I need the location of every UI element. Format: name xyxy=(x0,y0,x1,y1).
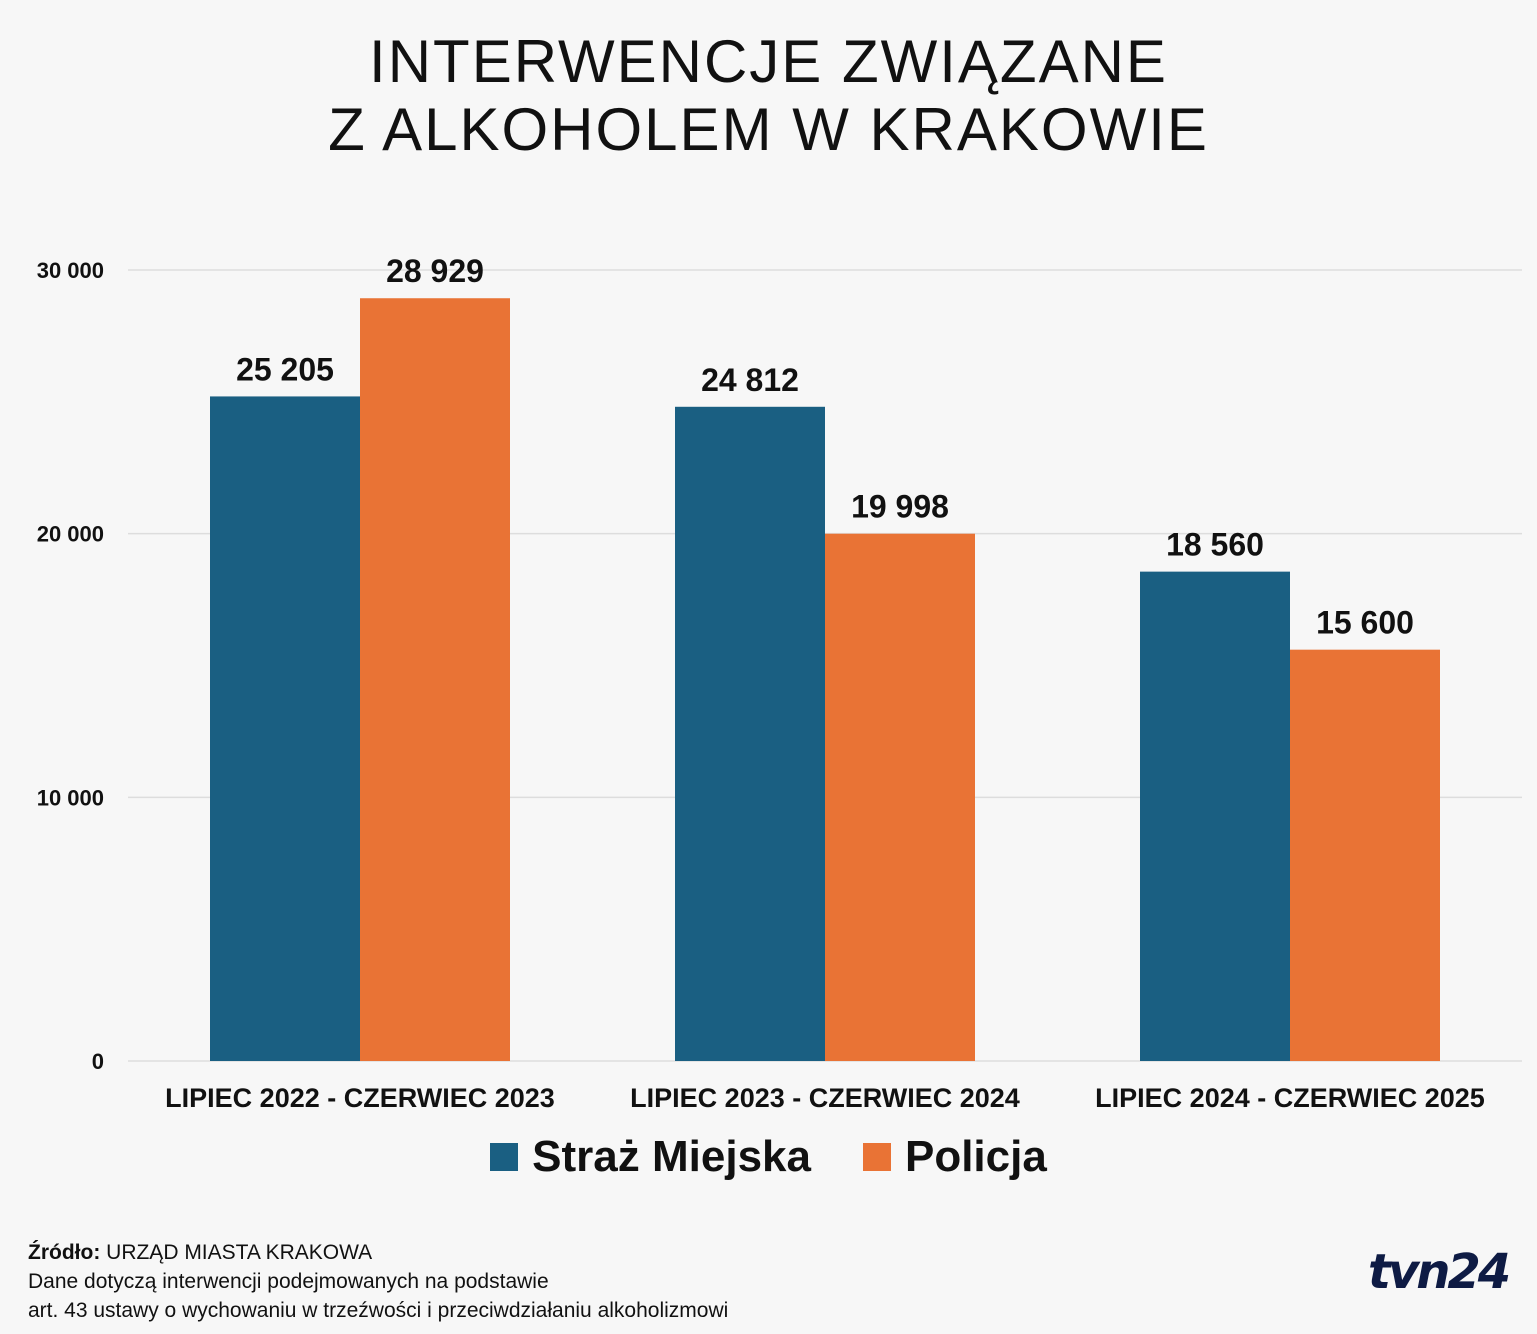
note-line-1: Dane dotyczą interwencji podejmowanych n… xyxy=(28,1270,549,1293)
bar-straz xyxy=(675,406,825,1061)
y-tick-label: 30 000 xyxy=(37,258,104,283)
data-label: 19 998 xyxy=(851,489,949,525)
legend-item-straz: Straż Miejska xyxy=(490,1132,811,1182)
bar-straz xyxy=(1140,571,1290,1061)
data-label: 28 929 xyxy=(386,253,484,289)
legend: Straż Miejska Policja xyxy=(0,1132,1537,1182)
bar-policja xyxy=(360,298,510,1061)
chart-title-line2: Z ALKOHOLEM W KRAKOWIE xyxy=(328,96,1209,163)
y-tick-label: 20 000 xyxy=(37,522,104,547)
chart-title: INTERWENCJE ZWIĄZANE Z ALKOHOLEM W KRAKO… xyxy=(0,28,1537,164)
y-tick-label: 0 xyxy=(92,1049,104,1074)
x-tick-label: LIPIEC 2022 - CZERWIEC 2023 xyxy=(165,1083,555,1113)
legend-item-policja: Policja xyxy=(862,1132,1047,1182)
x-tick-label: LIPIEC 2024 - CZERWIEC 2025 xyxy=(1095,1083,1485,1113)
legend-swatch-straz xyxy=(490,1143,519,1171)
data-label: 15 600 xyxy=(1316,605,1414,641)
bar-straz xyxy=(210,396,360,1061)
y-tick-label: 10 000 xyxy=(37,785,104,810)
legend-swatch-policja xyxy=(862,1143,891,1171)
data-label: 24 812 xyxy=(701,362,799,398)
source-line: Źródło: URZĄD MIASTA KRAKOWA xyxy=(28,1238,728,1267)
note-line-2: art. 43 ustawy o wychowaniu w trzeźwości… xyxy=(28,1299,729,1322)
data-label: 18 560 xyxy=(1166,527,1264,563)
tvn24-logo: tvn24 xyxy=(1368,1244,1511,1300)
bar-policja xyxy=(1290,649,1440,1061)
footer-note: Źródło: URZĄD MIASTA KRAKOWA Dane dotycz… xyxy=(28,1238,728,1325)
bar-chart: 0 10 000 20 000 30 000 25 205 28 929 LIPIEC 20… xyxy=(37,253,1522,1113)
data-label: 25 205 xyxy=(236,351,334,387)
chart-title-line1: INTERWENCJE ZWIĄZANE xyxy=(369,28,1168,95)
source-label: Źródło: xyxy=(28,1241,101,1264)
x-tick-label: LIPIEC 2023 - CZERWIEC 2024 xyxy=(630,1083,1020,1113)
legend-label-policja: Policja xyxy=(904,1132,1047,1181)
bar-policja xyxy=(825,533,975,1061)
legend-label-straz: Straż Miejska xyxy=(532,1132,811,1181)
source-value: URZĄD MIASTA KRAKOWA xyxy=(100,1241,373,1264)
